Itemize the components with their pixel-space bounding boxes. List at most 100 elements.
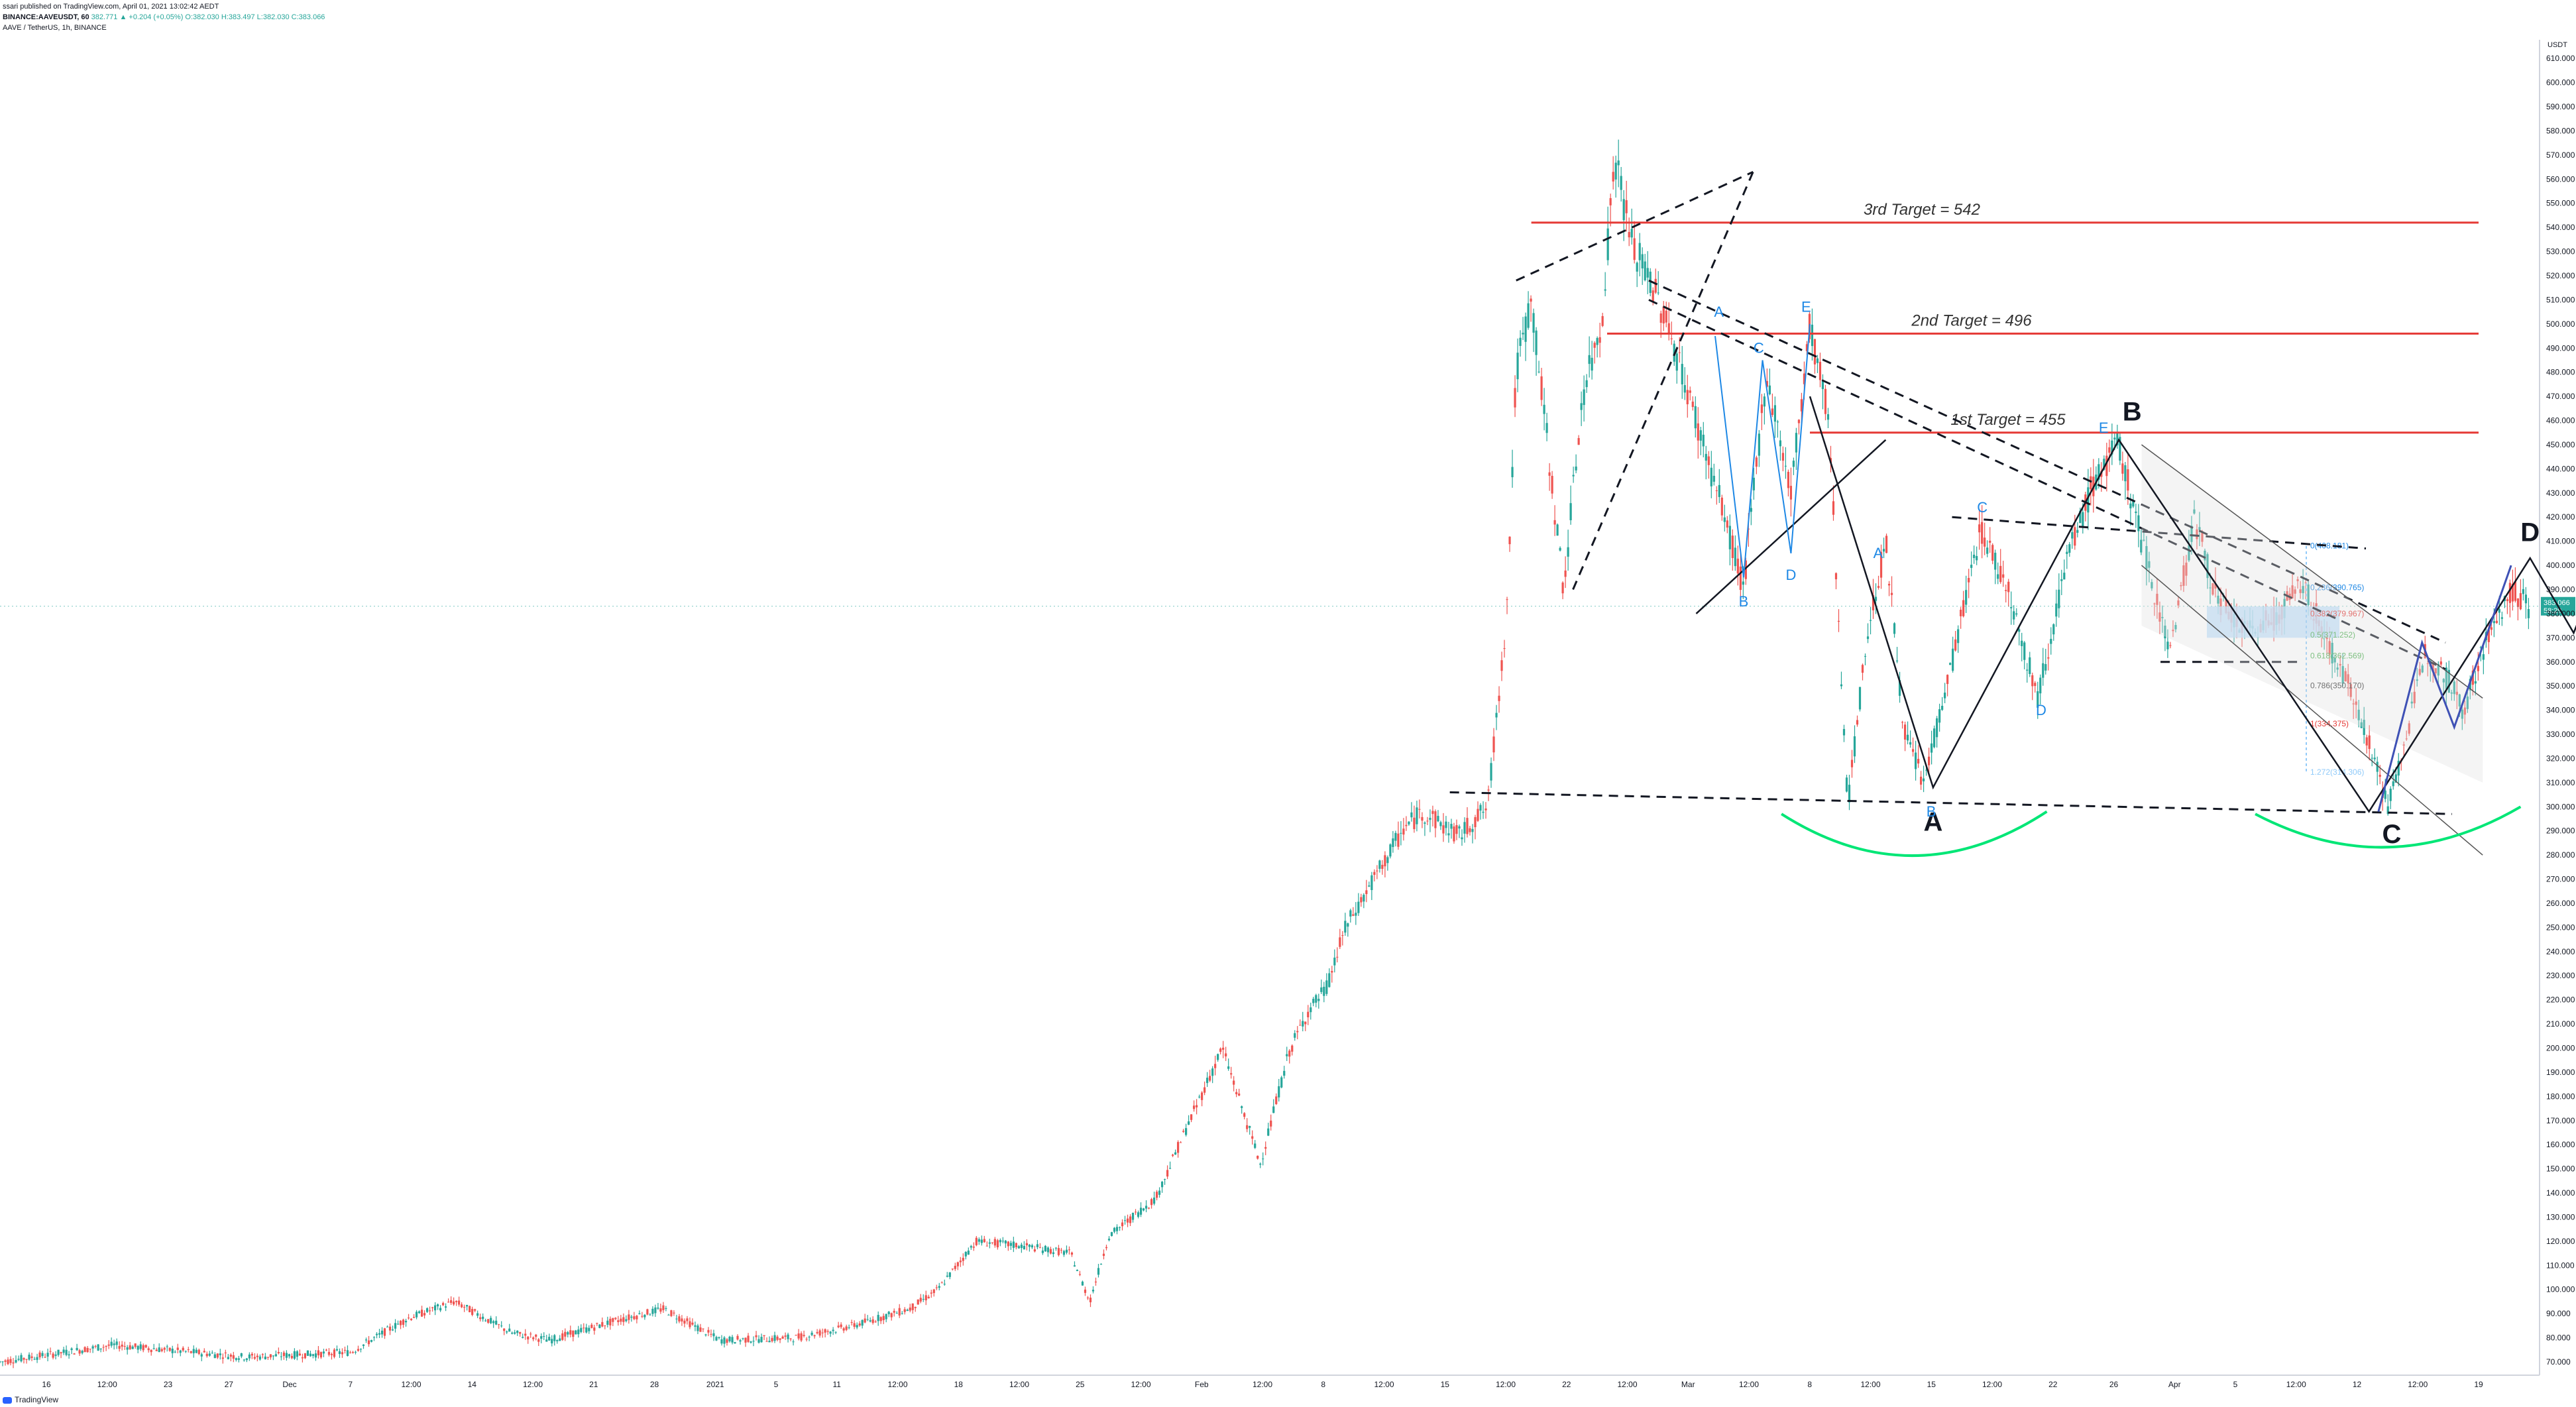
candle-body (712, 1333, 715, 1337)
candle-body (2166, 642, 2169, 649)
candle-body (2116, 433, 2119, 446)
candle-body (1317, 999, 1320, 1001)
candle-body (670, 1310, 673, 1316)
candle-body (2021, 640, 2023, 646)
y-tick-label: 110.000 (2546, 1261, 2575, 1270)
candle-body (1962, 600, 1965, 616)
candle-body (2299, 589, 2302, 593)
candle-body (2492, 621, 2495, 624)
x-tick-label: 12:00 (1982, 1380, 2002, 1389)
y-tick-label: 200.000 (2546, 1044, 2575, 1053)
candle-body (1471, 828, 1474, 832)
y-tick-label: 350.000 (2546, 681, 2575, 691)
candle-body (174, 1351, 176, 1353)
candle-body (1400, 832, 1402, 834)
candle-body (1450, 824, 1453, 829)
candle-body (192, 1349, 195, 1353)
candle-body (577, 1329, 580, 1335)
candle-body (911, 1303, 914, 1310)
x-tick-label: 12:00 (1617, 1380, 1637, 1389)
candle-body (1389, 844, 1392, 857)
candle-body (654, 1307, 657, 1314)
candle-body (2413, 691, 2416, 704)
candle-body (683, 1320, 686, 1324)
candle-body (1614, 162, 1617, 180)
y-tick-label: 160.000 (2546, 1140, 2575, 1149)
candle-body (2514, 581, 2516, 601)
candle-body (914, 1306, 917, 1308)
candle-body (1705, 453, 1707, 461)
candle-body (205, 1353, 208, 1357)
candle-body (1742, 581, 1744, 585)
candle-body (2068, 544, 2071, 553)
candle-body (1142, 1208, 1145, 1211)
candle-body (744, 1337, 747, 1343)
candle-body (771, 1337, 773, 1341)
candle-body (216, 1353, 219, 1358)
candle-body (628, 1314, 630, 1320)
candle-body (707, 1329, 710, 1333)
wave-label-major: C (2382, 820, 2401, 849)
candle-body (2201, 531, 2204, 542)
axis-unit: USDT (2548, 41, 2567, 49)
candle-body (2002, 574, 2005, 578)
candle-body (2463, 707, 2466, 715)
candle-body (1482, 811, 1484, 813)
candle-body (306, 1350, 309, 1356)
candle-body (1726, 520, 1728, 528)
x-tick-label: 28 (650, 1380, 659, 1389)
candle-body (469, 1306, 471, 1313)
candle-body (203, 1351, 205, 1353)
candle-body (885, 1314, 887, 1320)
candle-body (420, 1310, 423, 1317)
candle-body (622, 1317, 625, 1322)
candle-body (527, 1336, 530, 1340)
candle-body (1121, 1222, 1124, 1227)
candle-body (1840, 684, 1843, 687)
candle-body (1025, 1243, 1028, 1246)
candle-body (567, 1332, 569, 1335)
candle-body (1561, 583, 1564, 594)
candle-body (1044, 1245, 1047, 1252)
candle-body (2005, 590, 2007, 591)
wave-path-major (1809, 396, 2576, 813)
candle-body (2013, 611, 2015, 620)
candle-body (1131, 1213, 1135, 1220)
wave-path-purple (2377, 565, 2512, 812)
candle-body (2212, 583, 2214, 595)
candle-body (404, 1321, 408, 1323)
x-tick-label: 16 (42, 1380, 51, 1389)
candle-body (1954, 639, 1957, 651)
candle-body (1054, 1247, 1058, 1249)
candle-body (1890, 592, 1893, 595)
candle-body (2363, 720, 2365, 736)
candle-body (1107, 1239, 1111, 1241)
candle-body (1368, 885, 1371, 887)
candle-body (2060, 579, 2063, 581)
candle-body (924, 1295, 927, 1301)
candle-body (1046, 1247, 1050, 1253)
candle-body (856, 1325, 858, 1327)
candle-body (681, 1318, 683, 1322)
tradingview-footer[interactable]: TradingView (3, 1395, 58, 1404)
candle-body (1503, 648, 1506, 649)
candle-body (84, 1347, 86, 1353)
candle-body (893, 1310, 895, 1313)
candle-body (866, 1319, 869, 1320)
candle-body (0, 1361, 1, 1363)
candle-body (1689, 390, 1691, 393)
wedge-bottom (1572, 171, 1754, 591)
x-tick-label: 12:00 (887, 1380, 907, 1389)
candle-body (1879, 551, 1883, 578)
candle-body (1553, 520, 1556, 525)
candle-body (1294, 1033, 1296, 1038)
y-tick-label: 390.000 (2546, 585, 2575, 594)
candle-body (644, 1314, 646, 1318)
candle-body (747, 1335, 750, 1342)
candle-body (970, 1246, 972, 1248)
candle-body (476, 1313, 479, 1316)
candle-body (2447, 669, 2450, 693)
candle-body (171, 1348, 174, 1353)
y-tick-label: 320.000 (2546, 754, 2575, 763)
